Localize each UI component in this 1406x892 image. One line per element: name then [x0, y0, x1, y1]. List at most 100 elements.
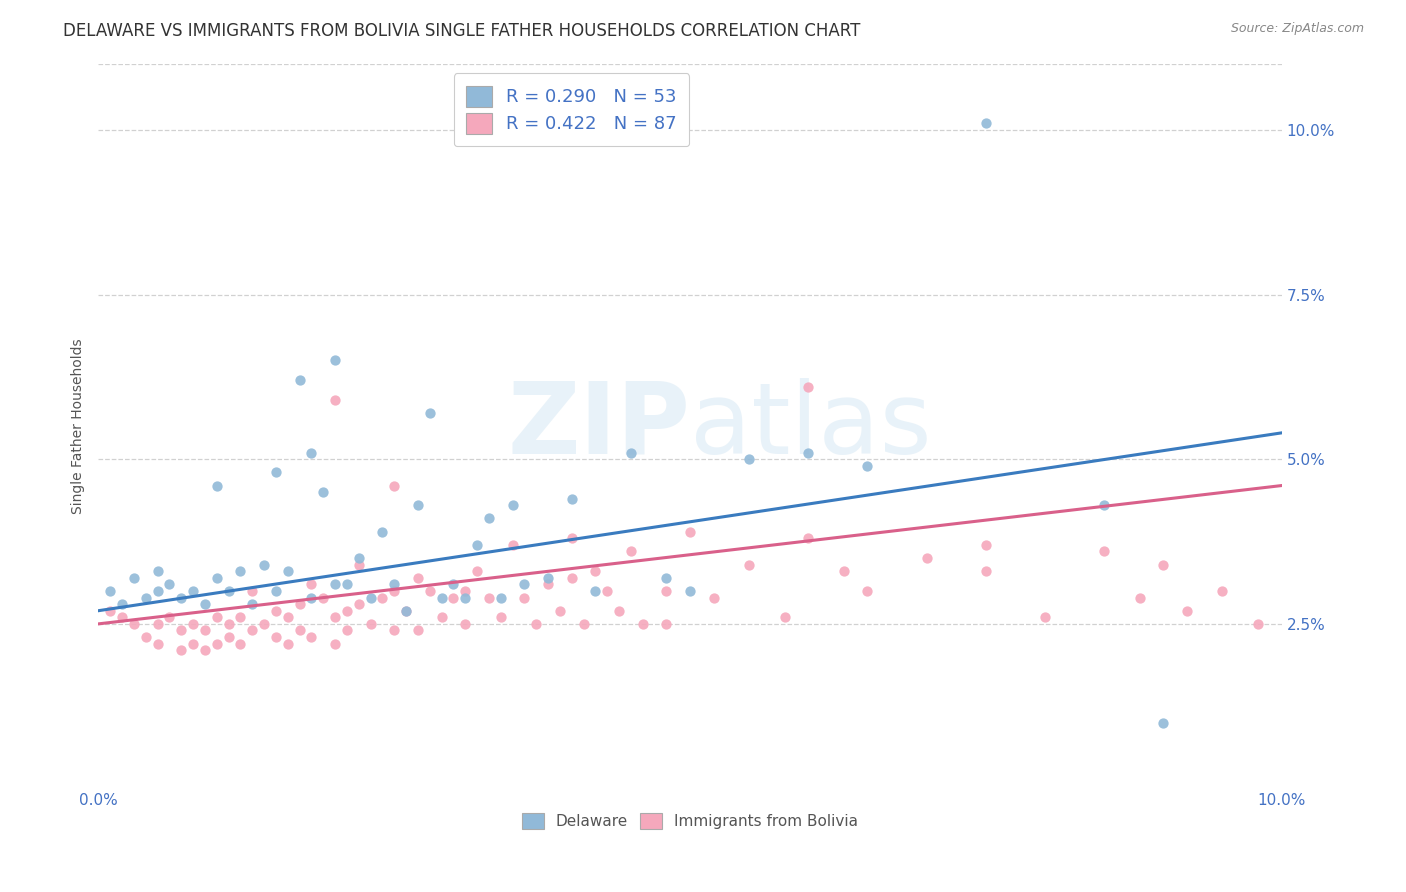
Point [548, 604, 571, 618]
Point [679, 583, 702, 598]
Point [170, 624, 193, 638]
Point [607, 604, 630, 618]
Point [218, 583, 240, 598]
Point [146, 564, 169, 578]
Point [655, 616, 678, 631]
Point [631, 616, 654, 631]
Point [371, 591, 394, 605]
Point [205, 478, 228, 492]
Point [974, 116, 997, 130]
Point [229, 637, 252, 651]
Text: Source: ZipAtlas.com: Source: ZipAtlas.com [1230, 22, 1364, 36]
Point [382, 478, 405, 492]
Point [194, 597, 217, 611]
Point [277, 564, 299, 578]
Point [347, 597, 370, 611]
Point [561, 491, 583, 506]
Point [465, 538, 488, 552]
Point [738, 558, 761, 572]
Point [655, 571, 678, 585]
Point [1128, 591, 1150, 605]
Point [738, 452, 761, 467]
Point [773, 610, 796, 624]
Point [229, 610, 252, 624]
Text: ZIP: ZIP [508, 378, 690, 475]
Point [181, 583, 204, 598]
Point [382, 577, 405, 591]
Point [478, 591, 501, 605]
Point [1152, 715, 1174, 730]
Point [135, 591, 157, 605]
Point [537, 577, 560, 591]
Point [336, 604, 359, 618]
Point [146, 637, 169, 651]
Point [583, 564, 606, 578]
Point [561, 571, 583, 585]
Point [856, 458, 879, 473]
Point [323, 353, 346, 368]
Point [111, 597, 134, 611]
Point [264, 466, 287, 480]
Point [797, 380, 820, 394]
Point [502, 538, 524, 552]
Point [323, 392, 346, 407]
Point [832, 564, 855, 578]
Point [98, 583, 121, 598]
Point [218, 630, 240, 644]
Point [1211, 583, 1233, 598]
Point [395, 604, 418, 618]
Point [288, 624, 311, 638]
Point [205, 637, 228, 651]
Point [264, 583, 287, 598]
Point [288, 597, 311, 611]
Point [264, 630, 287, 644]
Point [489, 591, 512, 605]
Point [454, 591, 477, 605]
Point [679, 524, 702, 539]
Point [406, 499, 429, 513]
Point [111, 610, 134, 624]
Point [513, 591, 536, 605]
Point [157, 577, 180, 591]
Point [146, 616, 169, 631]
Point [561, 531, 583, 545]
Point [299, 577, 322, 591]
Point [441, 591, 464, 605]
Point [583, 583, 606, 598]
Point [135, 630, 157, 644]
Point [205, 610, 228, 624]
Point [703, 591, 725, 605]
Point [240, 583, 263, 598]
Point [218, 616, 240, 631]
Point [478, 511, 501, 525]
Point [1175, 604, 1198, 618]
Point [395, 604, 418, 618]
Point [181, 616, 204, 631]
Point [360, 616, 382, 631]
Point [181, 637, 204, 651]
Point [170, 591, 193, 605]
Point [371, 524, 394, 539]
Point [253, 616, 276, 631]
Point [797, 531, 820, 545]
Point [915, 551, 938, 566]
Point [797, 445, 820, 459]
Point [441, 577, 464, 591]
Text: DELAWARE VS IMMIGRANTS FROM BOLIVIA SINGLE FATHER HOUSEHOLDS CORRELATION CHART: DELAWARE VS IMMIGRANTS FROM BOLIVIA SING… [63, 22, 860, 40]
Point [655, 583, 678, 598]
Text: atlas: atlas [690, 378, 932, 475]
Point [382, 624, 405, 638]
Point [347, 551, 370, 566]
Point [323, 577, 346, 591]
Point [430, 591, 453, 605]
Point [312, 485, 335, 500]
Point [406, 571, 429, 585]
Point [974, 538, 997, 552]
Point [277, 637, 299, 651]
Y-axis label: Single Father Households: Single Father Households [72, 338, 86, 514]
Point [157, 610, 180, 624]
Point [489, 610, 512, 624]
Point [360, 591, 382, 605]
Point [1092, 499, 1115, 513]
Point [1033, 610, 1056, 624]
